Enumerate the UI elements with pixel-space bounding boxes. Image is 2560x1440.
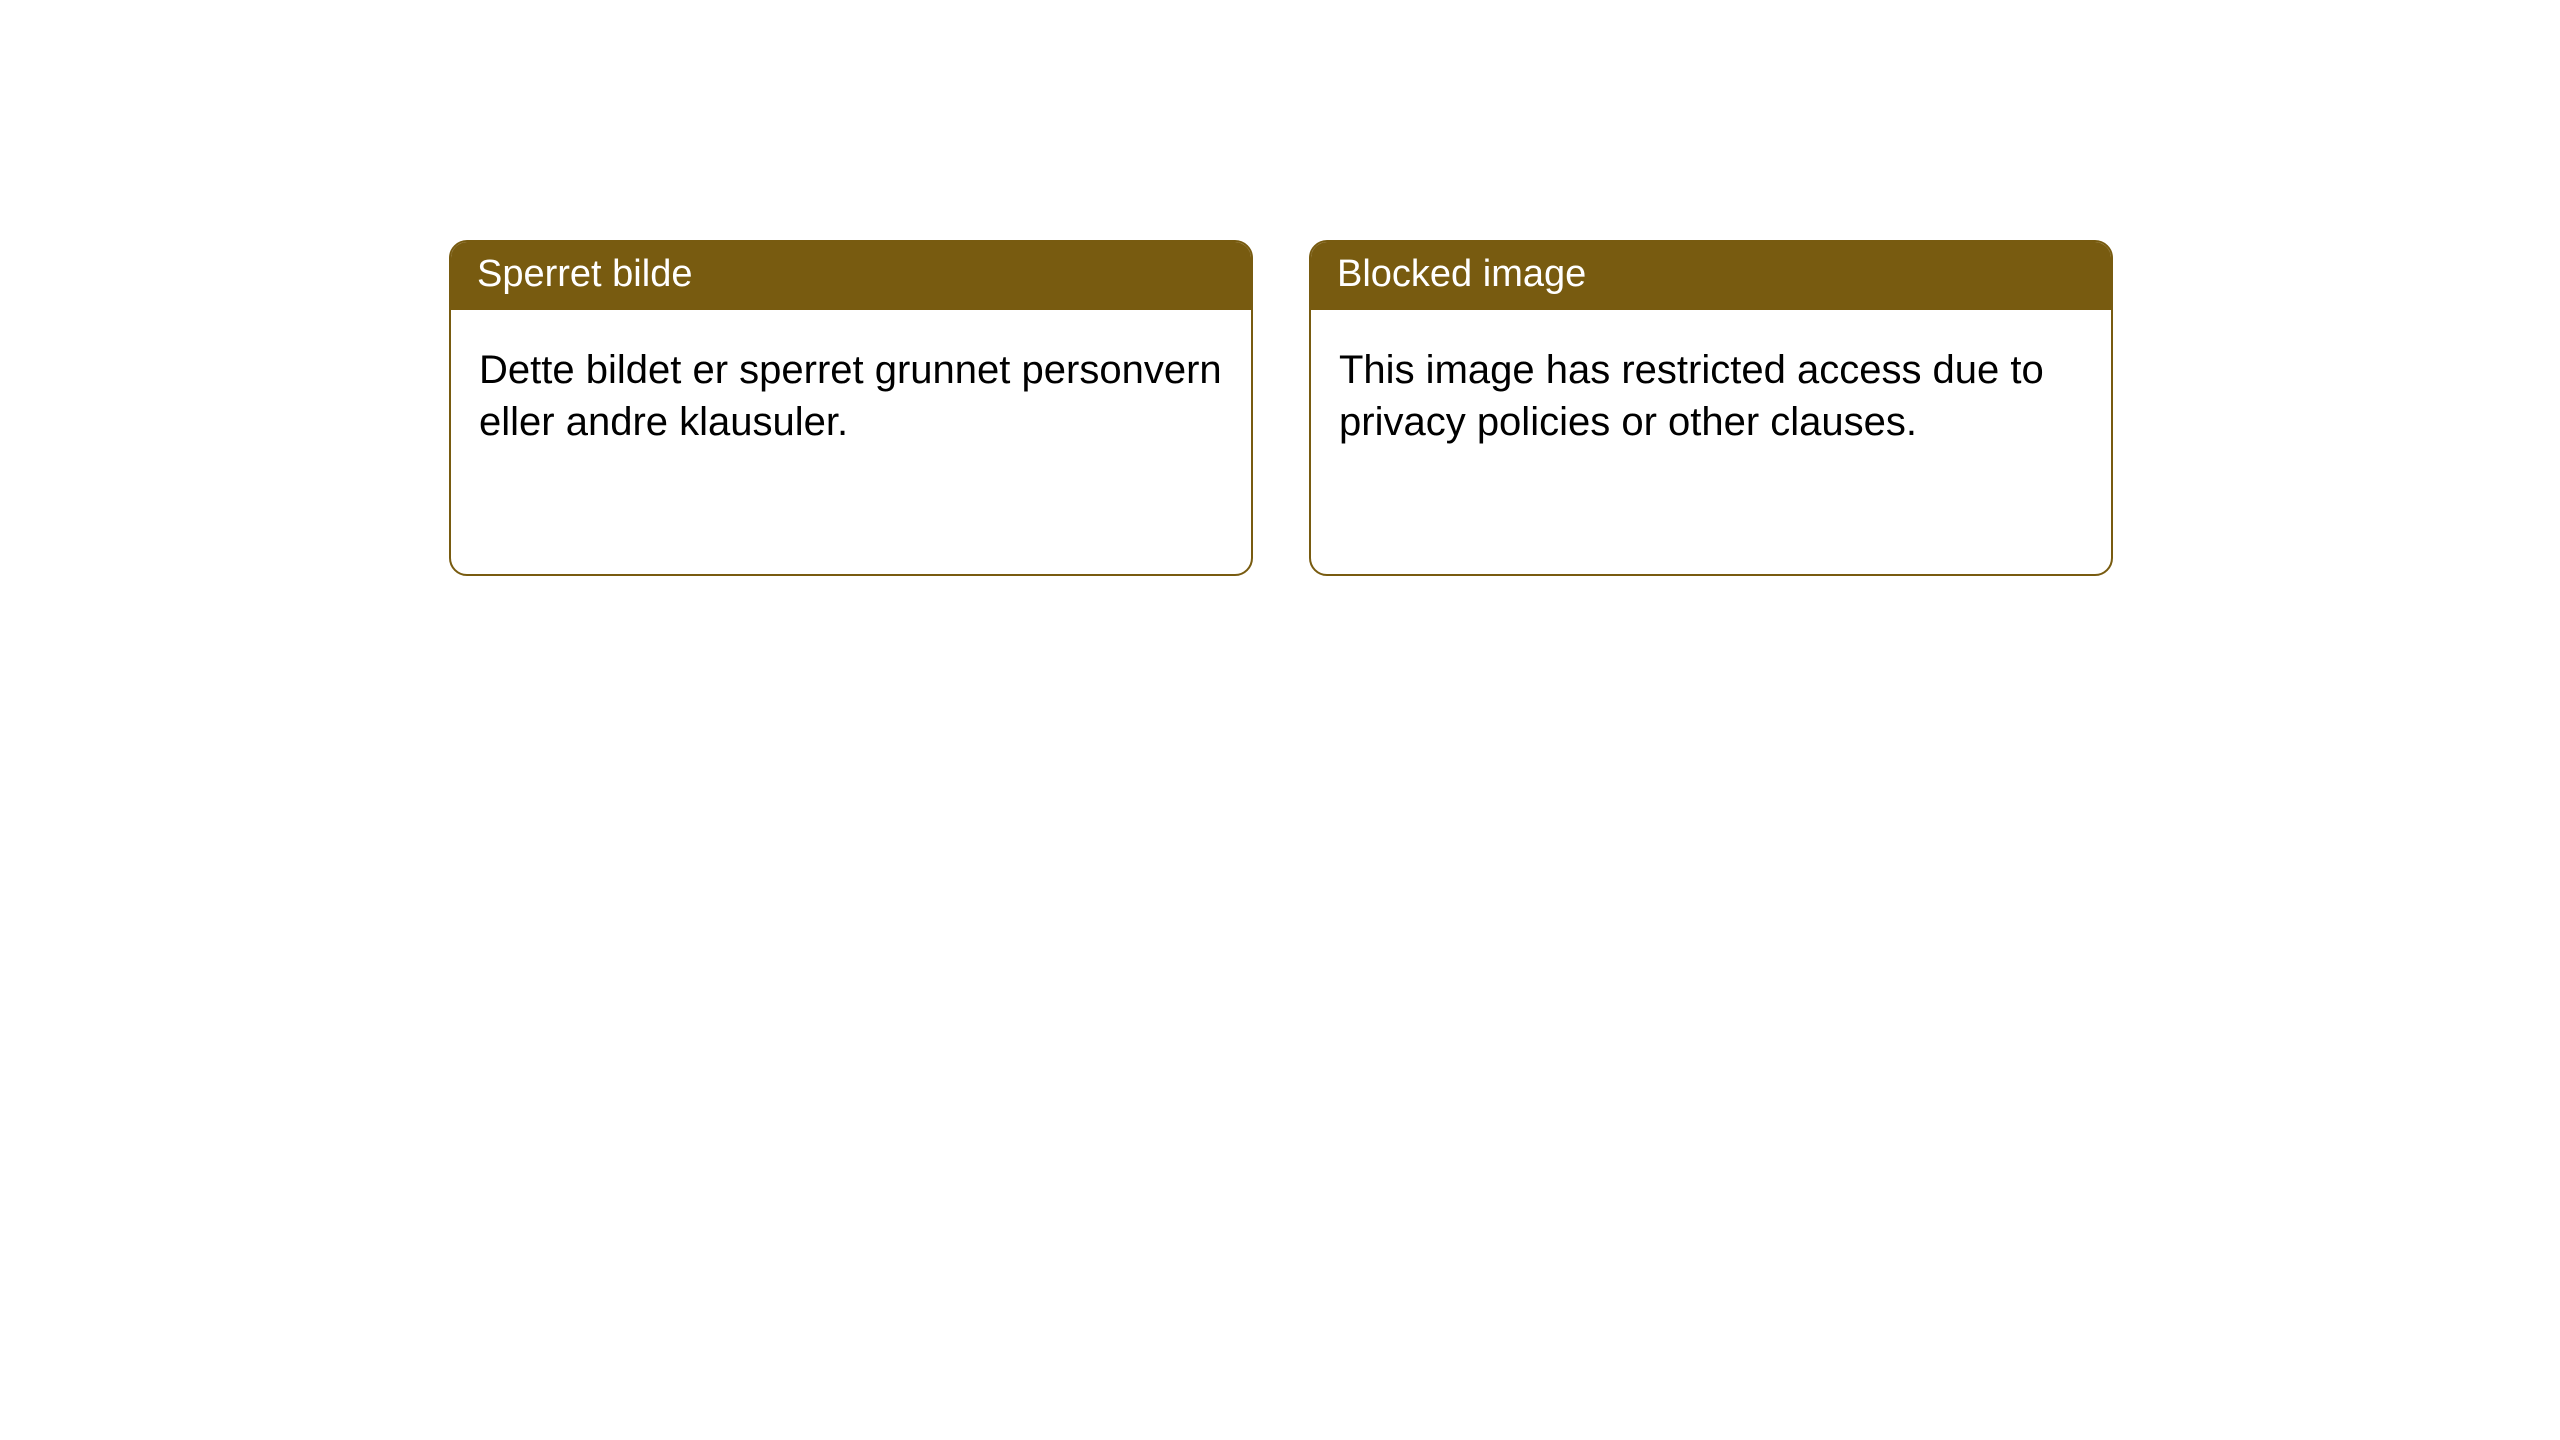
- notice-container: Sperret bilde Dette bildet er sperret gr…: [449, 240, 2113, 576]
- notice-card-english: Blocked image This image has restricted …: [1309, 240, 2113, 576]
- notice-header: Sperret bilde: [451, 242, 1251, 310]
- notice-body: This image has restricted access due to …: [1311, 310, 2111, 476]
- notice-header: Blocked image: [1311, 242, 2111, 310]
- notice-body: Dette bildet er sperret grunnet personve…: [451, 310, 1251, 476]
- notice-card-norwegian: Sperret bilde Dette bildet er sperret gr…: [449, 240, 1253, 576]
